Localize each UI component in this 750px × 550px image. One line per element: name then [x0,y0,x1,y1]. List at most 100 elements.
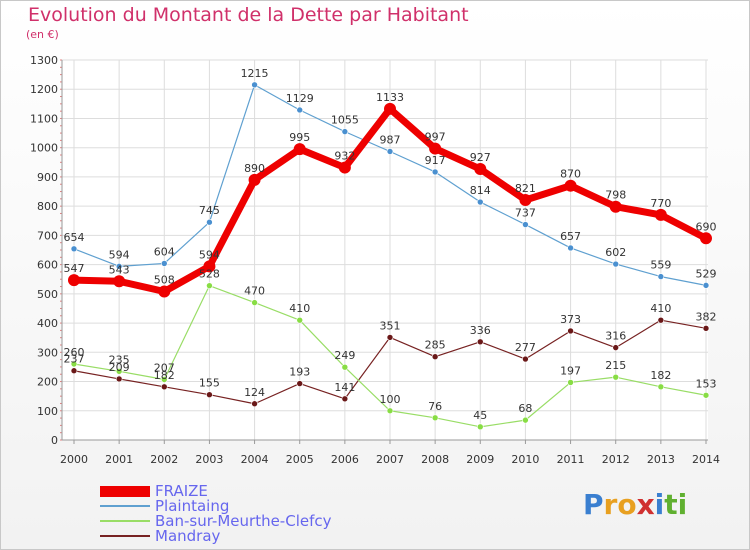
data-label: 197 [560,364,581,377]
logo-letter: t [664,488,678,521]
plot-area [62,60,708,440]
data-point [251,81,258,89]
data-label: 193 [289,366,310,379]
data-point [160,383,168,391]
data-label: 182 [154,369,175,382]
data-label: 528 [199,268,220,281]
data-point [206,218,213,226]
data-point [476,423,484,431]
data-point [341,395,349,403]
data-label: 870 [560,168,581,181]
data-point [203,260,216,273]
data-point [386,334,394,341]
legend-item: Ban-sur-Meurthe-Clefcy [100,512,400,530]
data-point [657,316,665,324]
data-label: 604 [154,245,175,258]
data-point [522,355,529,363]
legend-item: Plaintaing [100,497,400,515]
data-label: 153 [696,377,717,390]
data-point [206,391,213,398]
data-label: 890 [244,162,265,175]
data-label: 235 [109,353,130,366]
data-point [341,128,349,135]
data-point [296,316,304,324]
data-label: 76 [428,400,442,413]
legend-label: Ban-sur-Meurthe-Clefcy [155,512,332,530]
data-label: 100 [380,393,401,406]
data-label: 215 [605,359,626,372]
data-label: 155 [199,377,220,390]
data-point [522,416,529,424]
logo-letter: i [677,488,688,521]
data-label: 1215 [241,67,269,80]
data-label: 124 [244,386,265,399]
logo-letter: o [617,488,637,521]
data-label: 543 [109,263,130,276]
data-label: 336 [470,324,491,337]
data-point [657,383,665,391]
x-tick-label: 2009 [466,453,494,466]
y-tick-label: 600 [37,259,58,272]
data-label: 657 [560,230,581,243]
x-tick-label: 2003 [195,453,223,466]
data-label: 821 [515,182,536,195]
data-point [476,338,484,346]
data-label: 737 [515,207,536,220]
data-label: 182 [650,369,671,382]
x-tick-label: 2000 [60,453,88,466]
data-label: 798 [605,189,626,202]
data-point [702,282,710,289]
data-label: 927 [470,151,491,164]
x-tick-label: 2008 [421,453,449,466]
y-tick-label: 200 [37,376,58,389]
data-label: 770 [650,197,671,210]
data-point [384,102,396,115]
data-label: 382 [696,310,717,323]
x-tick-label: 2007 [376,453,404,466]
legend-label: Plaintaing [155,497,230,515]
data-label: 814 [470,184,491,197]
x-tick-label: 2014 [692,453,720,466]
data-label: 285 [425,339,446,352]
data-point [476,198,484,206]
x-tick-label: 2006 [331,453,359,466]
data-label: 45 [473,409,487,422]
data-label: 277 [515,341,536,354]
x-tick-label: 2005 [286,453,314,466]
data-point [293,143,306,156]
data-point [474,163,487,176]
legend-swatch [100,535,150,537]
data-point [702,391,710,399]
data-point [115,368,123,375]
data-point [519,194,532,207]
data-point [296,106,304,114]
data-point [431,353,439,360]
data-point [115,263,123,270]
data-label: 508 [154,274,175,287]
x-tick-label: 2013 [647,453,675,466]
data-point [612,260,620,268]
legend-swatch [100,505,150,507]
y-tick-label: 300 [37,346,58,359]
legend-item: FRAIZE [100,483,400,499]
data-point [251,299,258,306]
y-tick-label: 500 [37,288,58,301]
x-tick-label: 2004 [241,453,269,466]
data-label: 745 [199,204,220,217]
y-tick-label: 1200 [30,83,58,96]
data-label: 690 [696,220,717,233]
data-point [160,376,168,383]
data-point [70,245,78,253]
data-label: 351 [380,319,401,332]
x-tick-label: 2001 [105,453,133,466]
y-tick-label: 0 [51,434,58,447]
x-tick-label: 2012 [602,453,630,466]
data-point [338,161,351,174]
y-tick-label: 400 [37,317,58,330]
logo-letter: r [603,488,618,521]
chart-subtitle: (en €) [26,28,59,41]
data-label: 932 [334,150,355,163]
data-label: 249 [334,349,355,362]
data-label: 987 [380,133,401,146]
